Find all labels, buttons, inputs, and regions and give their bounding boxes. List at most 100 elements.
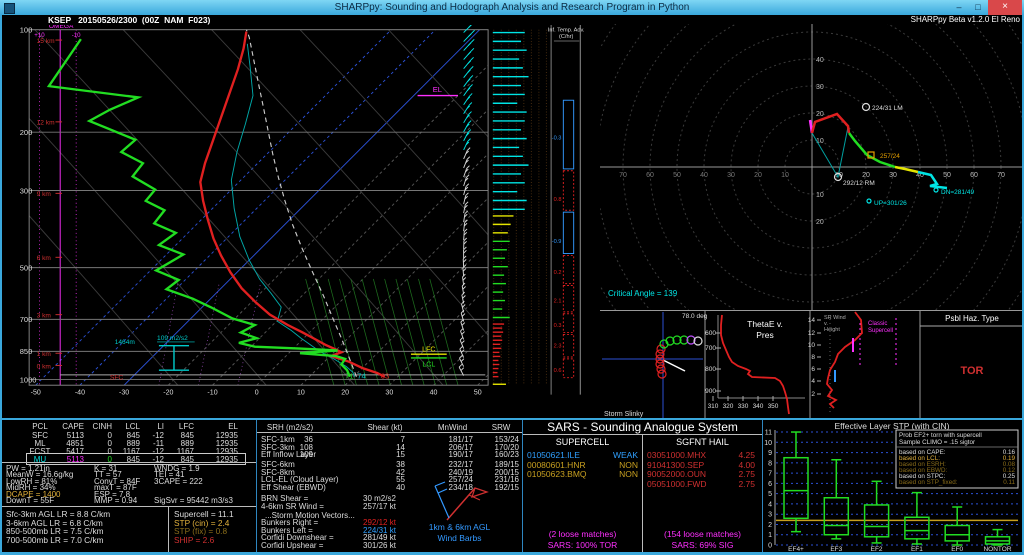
window-frame-right: [1022, 15, 1024, 555]
stp-boxplot-panel: Effective Layer STP (with CIN) 0 1 2 3 4 5 6 7 8 9…: [764, 421, 1019, 552]
section-divider: [2, 506, 256, 507]
sars-match[interactable]: 91041300.SEP 4.00: [643, 460, 762, 470]
inset-panels[interactable]: 78.0 deg Storm Slinky ThetaE v.Pres 600 700 8…: [600, 310, 1024, 420]
svg-text:224/31 LM: 224/31 LM: [872, 105, 903, 112]
svg-text:600: 600: [705, 330, 716, 337]
svg-text:71: 71: [345, 372, 353, 381]
svg-text:Inf. Temp. Adv.: Inf. Temp. Adv.: [548, 28, 585, 34]
index-value: PW = 1.21in: [6, 464, 50, 473]
svg-text:based on ESRH:: based on ESRH:: [899, 461, 946, 468]
parcel-row-mu[interactable]: MU 5113 0 845 -12 845 12935: [33, 455, 238, 464]
window-frame-bottom: [0, 552, 1024, 555]
svg-text:12 km: 12 km: [37, 120, 55, 127]
kin-cell: Eff Shear (EBWD): [261, 482, 326, 492]
sars-match[interactable]: 01050623.BMQ NON: [523, 469, 642, 479]
svg-text:60: 60: [646, 172, 654, 179]
svg-text:5: 5: [768, 491, 772, 498]
composite-indices: Supercell = 11.1 STP (cin) = 2.4 STP (fix)…: [174, 510, 234, 544]
svg-text:0.11: 0.11: [1003, 479, 1015, 486]
kin-cell: Corfidi Upshear =: [261, 540, 324, 550]
sars-match[interactable]: 03051000.MHX 4.25: [643, 450, 762, 460]
kin-cell: Bunkers Right =: [261, 518, 319, 527]
svg-text:14: 14: [808, 317, 816, 324]
svg-text:EF4+: EF4+: [788, 546, 804, 552]
svg-text:50: 50: [673, 172, 681, 179]
kin-cell: SFC-3km: [261, 442, 295, 452]
hodograph-plot[interactable]: 10 20 30 40 50 60 70 10 20 30 40 50 60 70 10 20 30 40 10 20…: [600, 24, 1024, 310]
svg-text:10: 10: [816, 192, 824, 199]
sars-supercell-header: SUPERCELL: [555, 437, 610, 447]
divider-horizontal: [0, 418, 1024, 420]
selected-parcel-box: [26, 453, 246, 465]
svg-text:Sample CLIMO = .15 sigtor: Sample CLIMO = .15 sigtor: [899, 439, 975, 446]
kin-cell: 170/20: [494, 442, 519, 452]
sars-hail-result: SARS: 69% SIG: [671, 540, 734, 550]
sars-match-category: NON: [619, 459, 638, 470]
svg-text:LCL: LCL: [422, 361, 435, 368]
sars-match-name: 05051000.FWD: [647, 478, 707, 489]
svg-text:0: 0: [768, 543, 772, 550]
sars-match-name: 00080601.HNR: [527, 459, 586, 470]
svg-text:1000: 1000: [20, 375, 37, 384]
window-frame-left: [0, 15, 2, 555]
window-title: SHARPpy: Sounding and Hodograph Analysis…: [334, 2, 690, 13]
parcel-table-header: PCL CAPE CINH LCL LI LFC EL: [32, 422, 238, 431]
svg-text:EF2: EF2: [871, 546, 883, 552]
svg-text:3 km: 3 km: [37, 312, 52, 319]
kin-cell: SRW: [491, 423, 511, 432]
svg-text:70: 70: [997, 172, 1005, 179]
sars-match[interactable]: 90052000.OUN 2.75: [643, 469, 762, 479]
svg-text:2: 2: [811, 391, 815, 398]
sars-match-category: 2.75: [738, 469, 755, 479]
kin-cell: 160/23: [494, 450, 519, 459]
kin-cell: 292/12 kt: [363, 518, 396, 527]
index-value: K = 31: [94, 464, 118, 473]
svg-text:based on LCL:: based on LCL:: [899, 455, 940, 462]
svg-text:based on STP_fixed:: based on STP_fixed:: [899, 479, 958, 486]
kin-cell: BRN Shear =: [261, 494, 309, 503]
svg-text:60: 60: [970, 172, 978, 179]
parcel-row-sfc[interactable]: SFC 5113 0 845 -12 845 12935: [32, 431, 238, 440]
svg-text:320: 320: [723, 403, 734, 410]
panel-divider: [762, 420, 763, 552]
sars-match[interactable]: 00080601.HNR NON: [523, 460, 642, 470]
sars-hail-matches: 03051000.MHX 4.25 91041300.SEP 4.00 90052000…: [643, 450, 762, 489]
version-label: SHARPpy Beta v1.2.0 El Reno: [910, 15, 1020, 24]
svg-text:10: 10: [835, 172, 843, 179]
sars-match-category: WEAK: [612, 450, 638, 460]
svg-text:40: 40: [816, 57, 824, 64]
kin-cell: 42: [396, 467, 405, 477]
svg-text:10: 10: [816, 138, 824, 145]
svg-text:40: 40: [916, 172, 924, 179]
lapse-rate-value: 700-500mb LR = 7.0 C/km: [6, 534, 104, 545]
svg-text:EF0: EF0: [951, 546, 963, 552]
close-button[interactable]: ×: [988, 0, 1022, 15]
sars-panel: SARS - Sounding Analogue System SUPERCEL…: [523, 420, 762, 552]
kin-cell: 200/15: [494, 467, 519, 477]
index-value: WNDG = 1.9: [154, 464, 200, 473]
svg-text:0.16: 0.16: [1003, 449, 1016, 456]
indices-column-1: PW = 1.21in MeanW = 16.6g/kg LowRH = 81% Mi…: [6, 464, 73, 504]
lapse-rate-value: 3-6km AGL LR = 6.8 C/km: [6, 517, 103, 528]
svg-text:3: 3: [768, 512, 772, 519]
svg-text:40: 40: [430, 390, 438, 397]
parcel-row-ml[interactable]: ML 4851 0 889 -11 889 12935: [34, 439, 238, 448]
sounding-title: KSEP 20150526/2300 (00Z NAM F023): [48, 15, 211, 25]
lapse-rate-value: 850-500mb LR = 7.5 C/km: [6, 526, 104, 537]
svg-text:0.12: 0.12: [1003, 467, 1016, 474]
svg-text:7: 7: [768, 471, 772, 478]
kin-cell: SFC-6km: [261, 460, 295, 469]
window-titlebar[interactable]: SHARPpy: Sounding and Hodograph Analysis…: [0, 0, 1024, 15]
sars-match[interactable]: 01050621.ILE WEAK: [523, 450, 642, 460]
maximize-button[interactable]: □: [975, 2, 981, 12]
barb-caption-line2: Wind Barbs: [437, 533, 482, 543]
kin-cell: 234/18: [448, 482, 473, 492]
svg-text:1 km: 1 km: [37, 351, 52, 358]
svg-text:70: 70: [619, 172, 627, 179]
sars-match-category: NON: [619, 469, 638, 479]
minimize-button[interactable]: –: [956, 2, 962, 12]
parcel-row-fcst[interactable]: FCST 5417 0 1167 -12 1167 12935: [29, 447, 238, 456]
sars-match[interactable]: 05051000.FWD 2.75: [643, 479, 762, 489]
kin-cell: 55: [396, 475, 405, 484]
